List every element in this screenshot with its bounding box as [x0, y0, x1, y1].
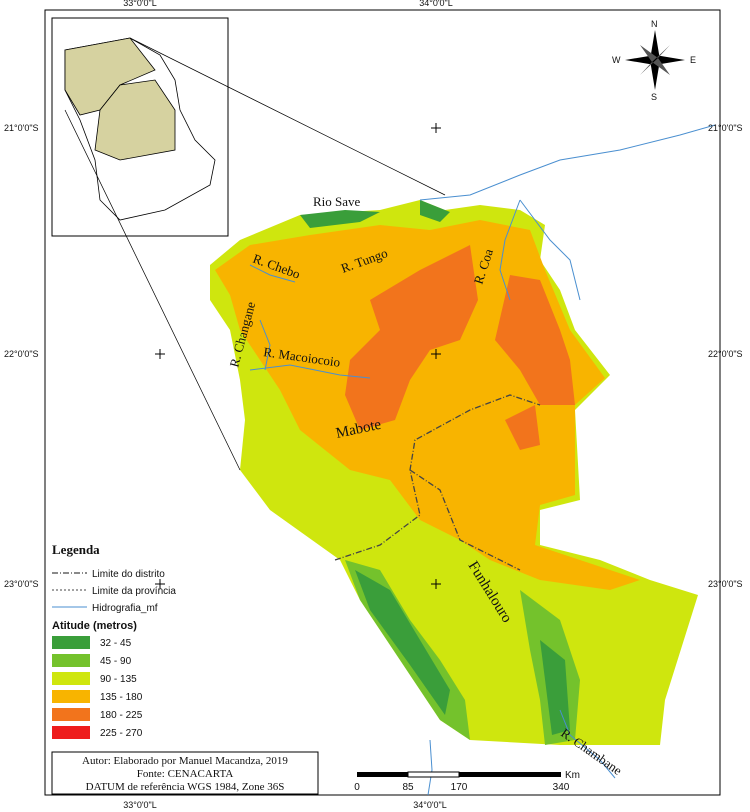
graticule-label: 22°0'0"S: [4, 349, 39, 359]
region: [345, 245, 478, 430]
region: [505, 405, 540, 450]
river: [559, 709, 616, 779]
scale-label: 85: [402, 782, 414, 793]
legend: Legenda Limite do distrito Limite da pro…: [52, 542, 176, 739]
legend-label: 32 - 45: [100, 638, 132, 649]
region: [495, 275, 575, 405]
legend-swatch: [52, 636, 90, 649]
inset-province: [94, 79, 176, 161]
e: E: [690, 55, 696, 65]
leader-line: [129, 37, 446, 196]
district-border: [334, 394, 541, 561]
legend-swatch: [52, 654, 90, 667]
scale-bar: 0 85 170 340 Km: [354, 770, 580, 793]
legend-label: 180 - 225: [100, 710, 143, 721]
graticule-crosses: [155, 123, 441, 589]
n: N: [651, 19, 658, 29]
graticule-label: 23°0'0"S: [4, 579, 39, 589]
legend-label: Hidrografia_mf: [92, 603, 158, 614]
scale-label: 170: [451, 782, 468, 793]
legend-swatch: [52, 726, 90, 739]
region: [420, 200, 450, 222]
graticule-label: 22°0'0"S: [708, 349, 743, 359]
legend-swatch: [52, 708, 90, 721]
graticule-label: 33°0'0"L: [123, 0, 157, 8]
river: [499, 199, 521, 301]
region: [355, 570, 450, 715]
scale-unit: Km: [565, 770, 580, 781]
place-label: Rio Save: [313, 194, 361, 209]
w: W: [612, 55, 621, 65]
legend-label: Limite do distrito: [92, 569, 165, 580]
graticule-label: 34°0'0"L: [419, 0, 453, 8]
leader-line: [64, 109, 241, 471]
credits-box: [51, 751, 319, 795]
river: [427, 739, 433, 796]
graticule-label: 21°0'0"S: [4, 123, 39, 133]
legend-label: 135 - 180: [100, 692, 143, 703]
river: [519, 199, 581, 301]
altitude-map: [210, 200, 698, 745]
credit: DATUM de referência WGS 1984, Zone 36S: [86, 781, 285, 793]
legend-subtitle: Atitude (metros): [52, 620, 137, 632]
credit: Fonte: CENACARTA: [137, 768, 234, 780]
river: [419, 124, 716, 201]
river: [259, 319, 271, 371]
graticule-label: 23°0'0"S: [708, 579, 743, 589]
graticule-label: 21°0'0"S: [708, 123, 743, 133]
legend-label: 225 - 270: [100, 728, 143, 739]
legend-label: 45 - 90: [100, 656, 132, 667]
legend-swatch: [52, 672, 90, 685]
river: [249, 364, 371, 379]
river: [249, 264, 296, 283]
north-arrow: N S E W: [612, 19, 696, 102]
scale-label: 0: [354, 782, 360, 793]
legend-label: Limite da província: [92, 586, 176, 597]
graticule-label: 33°0'0"L: [123, 800, 157, 810]
legend-label: 90 - 135: [100, 674, 137, 685]
scale-label: 340: [553, 782, 570, 793]
legend-title: Legenda: [52, 542, 100, 557]
legend-swatch: [52, 690, 90, 703]
region: [540, 640, 570, 735]
s: S: [651, 92, 657, 102]
credit: Autor: Elaborado por Manuel Macandza, 20…: [82, 755, 288, 767]
district-border: [409, 469, 521, 571]
graticule-label: 34°0'0"L: [413, 800, 447, 810]
region: [300, 210, 380, 228]
